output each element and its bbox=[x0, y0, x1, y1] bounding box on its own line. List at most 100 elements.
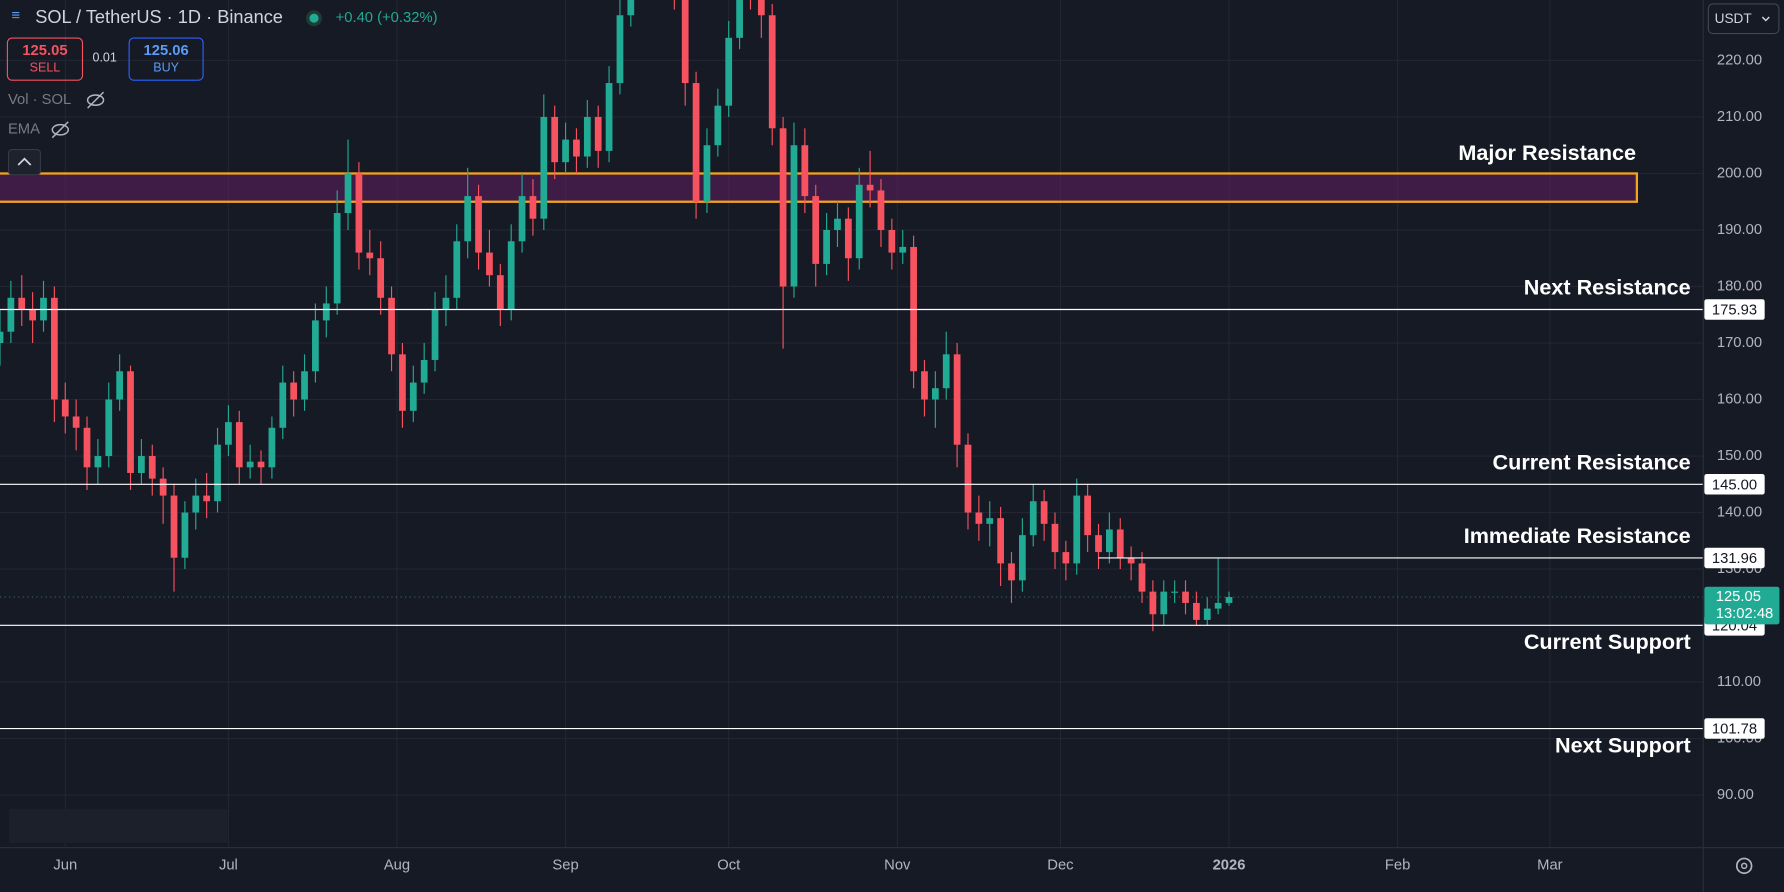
y-tick-label: 210.00 bbox=[1717, 109, 1762, 125]
candle-body bbox=[0, 331, 4, 344]
candle-body bbox=[1073, 495, 1081, 564]
level-label: Immediate Resistance bbox=[1464, 523, 1691, 548]
candle-body bbox=[627, 0, 635, 16]
candle-body bbox=[344, 173, 352, 214]
candle-body bbox=[257, 461, 265, 468]
buy-label: BUY bbox=[153, 61, 179, 75]
candle-body bbox=[1138, 563, 1146, 592]
settings-icon[interactable] bbox=[1735, 857, 1753, 875]
level-price-label: 131.96 bbox=[1712, 551, 1757, 567]
candle-body bbox=[322, 303, 330, 321]
candle-body bbox=[834, 218, 841, 230]
candle-body bbox=[942, 354, 950, 389]
y-tick-label: 220.00 bbox=[1717, 52, 1762, 68]
bottom-panel bbox=[9, 808, 228, 844]
candle-body bbox=[953, 354, 961, 445]
candle-body bbox=[312, 320, 319, 372]
countdown-label: 13:02:48 bbox=[1716, 606, 1774, 622]
level-price-tag bbox=[1704, 299, 1765, 320]
candle-body bbox=[1116, 529, 1124, 558]
candle-body bbox=[703, 145, 711, 202]
candle-body bbox=[333, 213, 341, 304]
candle-body bbox=[1182, 591, 1189, 603]
sell-button[interactable] bbox=[6, 37, 84, 81]
candle-body bbox=[1171, 591, 1179, 593]
candle-body bbox=[246, 461, 254, 468]
y-tick-label: 140.00 bbox=[1717, 504, 1762, 520]
candle-body bbox=[583, 116, 591, 157]
y-tick-label: 150.00 bbox=[1717, 448, 1762, 464]
candle-body bbox=[877, 190, 885, 230]
currency-select[interactable] bbox=[1707, 3, 1780, 35]
candle-body bbox=[442, 297, 450, 310]
candle-body bbox=[725, 37, 733, 106]
candle-body bbox=[279, 382, 287, 428]
symbol-title[interactable]: SOL / TetherUS · 1D · Binance bbox=[35, 7, 283, 27]
candle-body bbox=[290, 382, 298, 400]
candle-body bbox=[268, 427, 276, 468]
spread: 0.01 bbox=[93, 50, 117, 64]
candle-body bbox=[7, 297, 15, 332]
y-tick-label: 110.00 bbox=[1717, 674, 1761, 690]
candle-body bbox=[551, 116, 559, 163]
x-tick-label: Jul bbox=[219, 858, 238, 874]
candle-body bbox=[388, 297, 395, 355]
candle-body bbox=[61, 399, 69, 417]
candle-body bbox=[1040, 501, 1048, 524]
candle-body bbox=[301, 371, 308, 400]
candle-body bbox=[986, 518, 994, 524]
buy-button[interactable] bbox=[128, 37, 204, 81]
x-tick-label: Feb bbox=[1385, 858, 1410, 874]
candle-body bbox=[736, 0, 743, 38]
hide-volume-icon[interactable] bbox=[86, 91, 105, 109]
candle-body bbox=[1160, 591, 1168, 615]
collapse-icon bbox=[17, 157, 32, 166]
hide-ema-icon[interactable] bbox=[51, 121, 70, 139]
candle-body bbox=[116, 371, 124, 400]
y-tick-label: 170.00 bbox=[1717, 335, 1762, 351]
candle-body bbox=[355, 173, 363, 253]
candle-body bbox=[170, 495, 178, 558]
x-tick-label: Sep bbox=[552, 858, 578, 874]
collapse-button[interactable] bbox=[7, 149, 41, 176]
level-price-tag bbox=[1704, 547, 1765, 569]
candle-body bbox=[225, 422, 232, 445]
candle-body bbox=[1084, 495, 1091, 536]
candle-body bbox=[681, 0, 689, 84]
candle-body bbox=[72, 416, 80, 428]
ema-indicator[interactable]: EMA bbox=[8, 122, 40, 138]
y-tick-label: 200.00 bbox=[1717, 165, 1762, 181]
x-tick-label: Nov bbox=[884, 858, 911, 874]
y-tick-label: 90.00 bbox=[1717, 787, 1754, 803]
y-tick-label: 190.00 bbox=[1717, 222, 1762, 238]
buy-price: 125.06 bbox=[144, 43, 189, 59]
candle-body bbox=[18, 297, 26, 310]
x-tick-label: 2026 bbox=[1213, 858, 1246, 874]
candle-body bbox=[496, 275, 504, 310]
level-price-label: 145.00 bbox=[1712, 477, 1757, 493]
candle-body bbox=[1214, 602, 1222, 609]
x-tick-label: Oct bbox=[717, 858, 740, 874]
candle-body bbox=[507, 241, 515, 310]
candle-body bbox=[1008, 563, 1015, 581]
x-tick-label: Aug bbox=[384, 858, 410, 874]
candle-body bbox=[1095, 535, 1102, 553]
level-price-tag bbox=[1704, 474, 1765, 495]
candle-body bbox=[692, 83, 700, 202]
candle-body bbox=[366, 252, 374, 259]
candle-body bbox=[1127, 557, 1135, 564]
candle-body bbox=[779, 128, 787, 287]
currency: USDT bbox=[1715, 11, 1753, 26]
level-label: Next Support bbox=[1555, 732, 1691, 757]
volume-indicator[interactable]: Vol · SOL bbox=[8, 92, 71, 108]
candle-body bbox=[399, 354, 406, 411]
candle-body bbox=[475, 196, 482, 253]
candle-body bbox=[1029, 501, 1037, 536]
candle-body bbox=[931, 388, 939, 400]
candle-body bbox=[94, 456, 102, 468]
candle-body bbox=[768, 15, 776, 129]
level-label: Next Resistance bbox=[1524, 275, 1691, 300]
candle-body bbox=[159, 478, 167, 496]
candle-body bbox=[812, 196, 820, 264]
